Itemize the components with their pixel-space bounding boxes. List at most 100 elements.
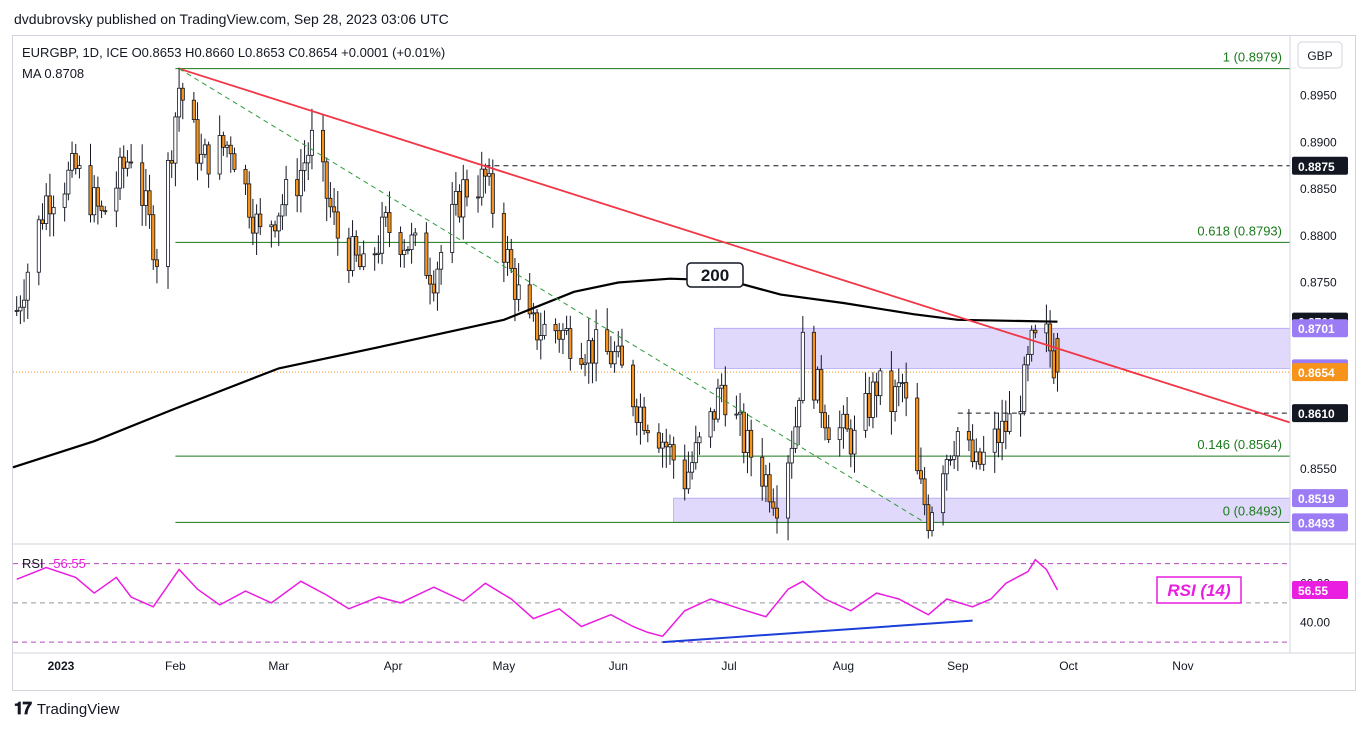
candle-down xyxy=(848,428,853,455)
candle-up xyxy=(166,160,171,267)
candle-up xyxy=(715,387,720,420)
fib-level-label: 0.618 (0.8793) xyxy=(1197,223,1282,238)
candle-down xyxy=(357,254,362,268)
price-badge-text: 0.8610 xyxy=(1298,407,1335,421)
price-badge xyxy=(1292,156,1348,175)
candle-up xyxy=(693,442,698,464)
candle-down xyxy=(760,456,765,487)
candle-down xyxy=(1033,329,1038,334)
candle-down xyxy=(232,153,237,170)
candle-up xyxy=(560,329,565,340)
symbol-legend: EURGBP, 1D, ICE O0.8653 H0.8660 L0.8653 … xyxy=(22,45,446,60)
candle-up xyxy=(708,411,713,438)
candle-up xyxy=(309,129,314,156)
candle-up xyxy=(1007,413,1012,432)
rsi-legend: RSI 56.55 xyxy=(22,556,86,571)
rsi-divergence-line[interactable] xyxy=(662,619,973,644)
ma-label-box xyxy=(686,262,744,288)
candle-up xyxy=(793,426,798,449)
candle-down xyxy=(464,179,469,198)
candle-up xyxy=(439,252,444,270)
candle-down xyxy=(206,144,211,175)
candle-down xyxy=(590,340,595,364)
candle-down xyxy=(634,406,639,423)
ma-200-line[interactable] xyxy=(12,277,1058,469)
candle-up xyxy=(306,154,311,164)
candle-down xyxy=(712,411,717,420)
candle-up xyxy=(70,153,75,171)
price-badge xyxy=(1292,513,1348,532)
candle-up xyxy=(583,362,588,365)
candle-up xyxy=(25,271,30,301)
candle-up xyxy=(269,224,274,228)
candle-down xyxy=(723,384,728,416)
candle-up xyxy=(402,249,407,255)
rectangle-zone-1[interactable] xyxy=(713,327,1291,369)
candle-up xyxy=(564,328,569,331)
candle-down xyxy=(656,432,661,449)
publisher-caption: dvdubrovsky published on TradingView.com… xyxy=(14,11,449,27)
rsi-line[interactable] xyxy=(16,558,1059,638)
dashed-trendline[interactable] xyxy=(178,68,925,523)
candle-down xyxy=(741,411,746,453)
fib-level-label: 0.146 (0.8564) xyxy=(1197,437,1282,452)
candle-down xyxy=(557,330,562,340)
candles-layer xyxy=(14,67,1060,541)
candle-down xyxy=(40,219,45,224)
candle-up xyxy=(413,232,418,236)
candle-up xyxy=(18,306,23,312)
rsi-value-badge xyxy=(1292,581,1348,600)
axis-layer: 0.8950 0.8900 0.8850 0.8800 0.8750 0.8550 GBP 2… xyxy=(13,36,1356,673)
candle-down xyxy=(99,205,104,212)
candle-down xyxy=(103,210,108,213)
rsi-legend-label: RSI xyxy=(22,556,44,571)
candle-down xyxy=(273,224,278,232)
candle-up xyxy=(837,427,842,441)
candle-down xyxy=(73,153,78,169)
candle-down xyxy=(88,165,93,216)
rsi-value-badge-text: 56.55 xyxy=(1298,584,1328,598)
time-tick-label: Mar xyxy=(268,659,289,673)
candle-down xyxy=(512,268,517,300)
candle-up xyxy=(944,459,949,475)
candle-down xyxy=(819,369,824,414)
price-badge xyxy=(1292,363,1348,382)
candle-down xyxy=(428,275,433,285)
price-badge-text: 0.8875 xyxy=(1298,160,1335,174)
candle-down xyxy=(915,397,920,472)
candle-down xyxy=(867,393,872,418)
candle-down xyxy=(774,507,779,519)
candle-down xyxy=(845,413,850,430)
candle-down xyxy=(228,144,233,155)
candle-up xyxy=(450,203,455,253)
footer-brand[interactable]: 𝟏𝟕 TradingView xyxy=(14,699,119,719)
candle-up xyxy=(893,386,898,413)
descending-trendline[interactable] xyxy=(178,67,1291,424)
price-badges-layer: 0.88750.87080.87010.86580.86540.86100.85… xyxy=(1292,156,1348,532)
candle-up xyxy=(302,162,307,171)
candle-up xyxy=(225,144,230,148)
candle-down xyxy=(568,328,573,359)
candle-down xyxy=(631,364,636,408)
candle-down xyxy=(140,162,145,206)
currency-button[interactable] xyxy=(1297,41,1343,69)
candle-down xyxy=(372,253,377,256)
candle-up xyxy=(453,190,458,205)
candle-down xyxy=(826,427,831,441)
candle-down xyxy=(457,190,462,218)
candle-up xyxy=(738,411,743,415)
candle-up xyxy=(878,370,883,397)
candle-up xyxy=(380,216,385,254)
candle-down xyxy=(682,459,687,490)
candle-up xyxy=(900,382,905,384)
candle-down xyxy=(501,212,506,263)
candle-up xyxy=(594,329,599,364)
candle-up xyxy=(763,474,768,487)
candle-up xyxy=(638,406,643,423)
candle-up xyxy=(719,384,724,389)
candle-up xyxy=(280,204,285,217)
candle-up xyxy=(616,345,621,353)
candle-up xyxy=(173,116,178,164)
